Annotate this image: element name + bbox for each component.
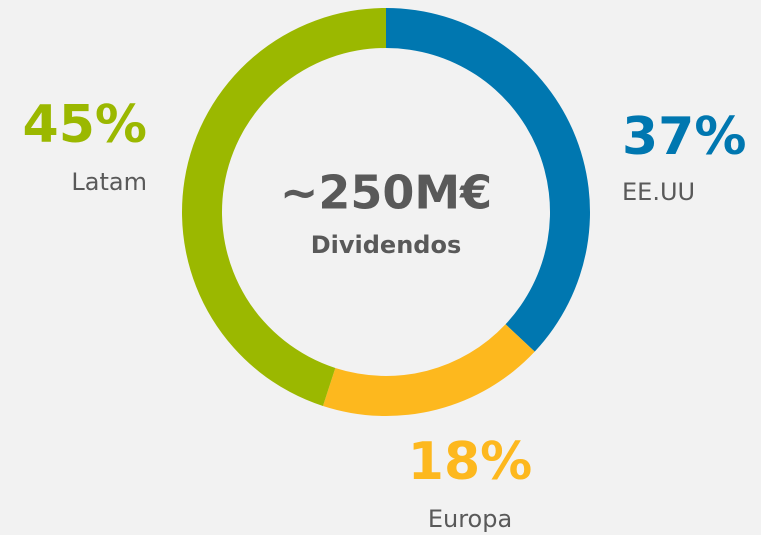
center-text: ~250M€ (280, 166, 492, 220)
category-label: Latam (71, 168, 147, 196)
value-label: 18% (408, 432, 532, 492)
donut-segment (386, 8, 590, 352)
category-label: EE.UU (622, 178, 695, 206)
value-label: 45% (23, 95, 147, 155)
value-label: 37% (622, 107, 746, 167)
center-subtext: Dividendos (311, 231, 462, 259)
donut-segment (322, 324, 535, 416)
donut-segment (181, 8, 386, 407)
category-label: Europa (428, 505, 512, 533)
